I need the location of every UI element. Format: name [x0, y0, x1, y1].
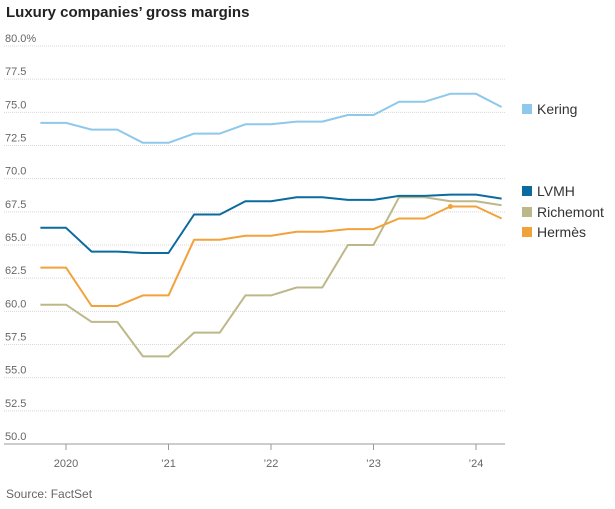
- y-tick-label: 65.0: [5, 232, 26, 244]
- y-tick-label: 50.0: [5, 431, 26, 443]
- series-lines: [40, 92, 503, 358]
- y-tick-label: 80.0%: [5, 33, 36, 45]
- y-tick-label: 57.5: [5, 332, 26, 344]
- legend-label-herms: Hermès: [537, 224, 586, 240]
- gridlines: [4, 45, 505, 445]
- y-tick-label: 62.5: [5, 265, 26, 277]
- legend-swatch-richemont: [522, 207, 532, 217]
- chart-title: Luxury companies’ gross margins: [6, 4, 250, 21]
- y-tick-label: 60.0: [5, 298, 26, 310]
- legend-label-richemont: Richemont: [537, 204, 604, 220]
- series-line-herms: [40, 205, 503, 307]
- source-note: Source: FactSet: [6, 487, 93, 501]
- legend-label-kering: Kering: [537, 101, 577, 117]
- legend-swatch-lvmh: [522, 186, 532, 196]
- legend-swatch-kering: [522, 104, 532, 114]
- y-axis-ticks: 80.0% 77.5 75.0 72.5 70.0 67.5 65.0 62.5 60.0 57.…: [5, 33, 36, 443]
- legend-label-lvmh: LVMH: [537, 183, 575, 199]
- y-tick-label: 55.0: [5, 365, 26, 377]
- series-line-lvmh: [40, 193, 502, 254]
- x-tick-label: ’24: [469, 458, 484, 470]
- x-axis-ticks: 2020 ’21 ’22 ’23 ’24: [54, 444, 484, 470]
- hermes-point-marker: [447, 204, 453, 210]
- y-tick-label: 67.5: [5, 199, 26, 211]
- x-tick-label: ’22: [264, 458, 279, 470]
- y-tick-label: 70.0: [5, 166, 26, 178]
- y-tick-label: 77.5: [5, 66, 26, 78]
- legend: Kering LVMH Richemont Hermès: [522, 101, 604, 240]
- y-tick-label: 72.5: [5, 133, 26, 145]
- series-line-kering: [40, 92, 503, 144]
- x-tick-label: ’21: [161, 458, 176, 470]
- series-line-richemont: [40, 196, 502, 358]
- x-tick-label: 2020: [54, 458, 78, 470]
- x-tick-label: ’23: [366, 458, 381, 470]
- y-tick-label: 75.0: [5, 99, 26, 111]
- y-tick-label: 52.5: [5, 398, 26, 410]
- legend-swatch-herms: [522, 227, 532, 237]
